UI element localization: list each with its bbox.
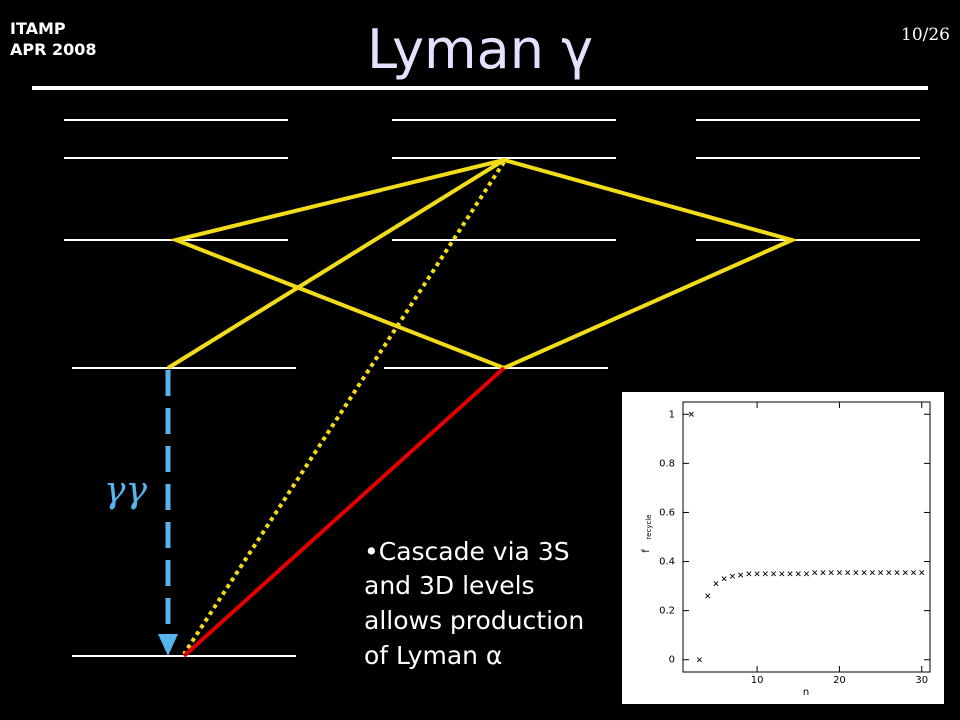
point <box>729 573 735 579</box>
point <box>828 570 834 576</box>
point <box>746 571 752 577</box>
point <box>902 570 908 576</box>
point <box>688 411 694 417</box>
bullet-line: of Lyman α <box>364 641 502 670</box>
point <box>886 570 892 576</box>
point <box>803 571 810 577</box>
point <box>853 570 859 576</box>
bullet-line: •Cascade via 3S <box>364 537 570 566</box>
point <box>869 570 875 576</box>
point <box>762 571 768 577</box>
plot-frame <box>682 401 931 673</box>
point <box>771 571 777 577</box>
point <box>779 571 785 577</box>
point <box>705 593 711 599</box>
page-number: 10/26 <box>901 25 950 45</box>
chart: n f recycle 10 20 30 0 0.2 0.4 0.6 0.8 1 <box>641 401 931 698</box>
y-axis-label-main: f <box>641 549 652 553</box>
x-tick-label: 10 <box>751 675 764 686</box>
point <box>919 570 925 576</box>
point <box>836 570 842 576</box>
y-tick-label: 0.6 <box>659 507 675 518</box>
y-tick-label: 1 <box>669 409 675 420</box>
x-tick-label: 20 <box>833 675 846 686</box>
point <box>845 570 851 576</box>
y-axis-label: f recycle <box>641 514 653 552</box>
chart-panel <box>622 392 944 704</box>
header-left: APR 2008 <box>10 40 97 59</box>
point <box>787 571 793 577</box>
bullet-line: allows production <box>364 606 584 635</box>
transitions <box>158 157 798 658</box>
point <box>911 570 917 576</box>
point <box>795 571 801 577</box>
point <box>878 570 884 576</box>
x-tick-label: 30 <box>915 675 928 686</box>
bullet-line: and 3D levels <box>364 571 535 600</box>
point <box>754 571 760 577</box>
arrow-label: γγ <box>104 470 148 511</box>
point <box>721 576 727 582</box>
header-left: ITAMP <box>10 19 66 38</box>
y-tick-label: 0.8 <box>659 458 675 469</box>
point <box>812 570 818 576</box>
x-axis-label: n <box>803 687 809 698</box>
point <box>894 570 900 576</box>
point <box>861 570 867 576</box>
point <box>696 657 702 663</box>
y-tick-label: 0.2 <box>659 606 675 617</box>
point <box>713 581 719 587</box>
point <box>738 572 744 578</box>
point <box>820 570 826 576</box>
y-tick-label: 0 <box>669 655 675 666</box>
y-axis-label-sub: recycle <box>645 514 653 539</box>
energy-levels <box>64 119 920 657</box>
bullet: •Cascade via 3S and 3D levels allows pro… <box>364 537 584 670</box>
y-tick-label: 0.4 <box>659 557 675 568</box>
slide-title: Lyman γ <box>367 18 593 81</box>
